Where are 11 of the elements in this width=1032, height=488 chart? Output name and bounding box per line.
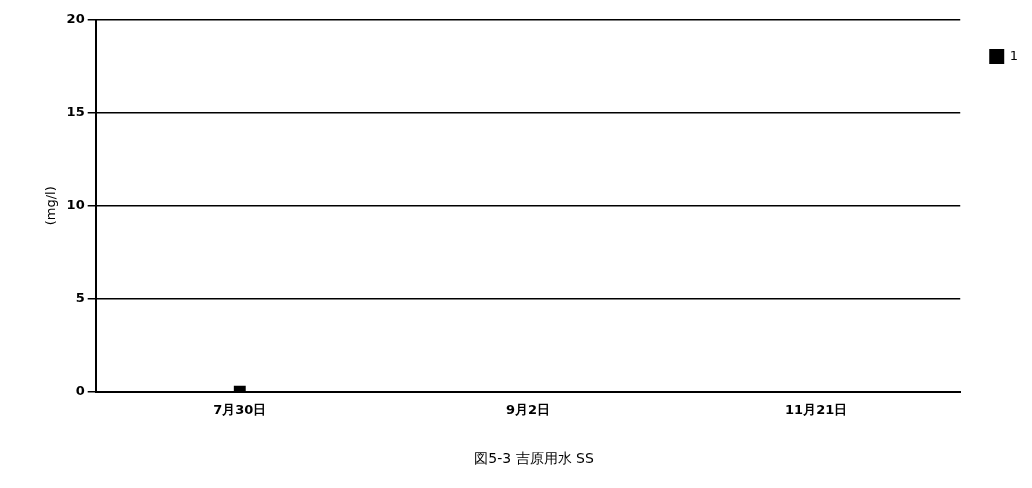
y-tick-label: 10 <box>66 197 85 213</box>
y-tick-label: 5 <box>75 290 85 306</box>
y-tick-label: 15 <box>66 104 85 120</box>
legend-label: 1 <box>1009 47 1019 63</box>
text: 図5-3 吉原用水 SS <box>474 450 594 467</box>
y-axis-title: (mg/l) <box>43 186 59 226</box>
y-tick-label: 0 <box>75 382 85 398</box>
x-tick-label: 7月30日 <box>213 401 267 417</box>
x-tick-label: 11月21日 <box>785 401 848 417</box>
y-tick-label: 20 <box>66 11 85 27</box>
x-tick-label: 9月2日 <box>505 401 551 417</box>
